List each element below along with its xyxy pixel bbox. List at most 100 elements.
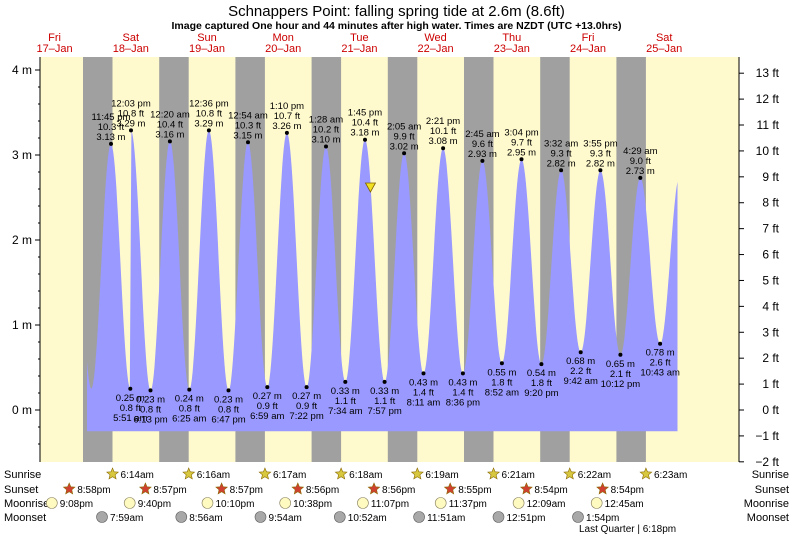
tide-m-label: 0.68 m — [566, 356, 595, 367]
day-date-label: 22–Jan — [418, 43, 454, 55]
moonset-time: 8:56am — [189, 513, 222, 524]
right-axis-tick-label: 12 ft — [756, 92, 780, 106]
chart-subtitle: Image captured One hour and 44 minutes a… — [172, 20, 622, 32]
tide-point — [246, 140, 250, 145]
tide-ft-label: 9.3 ft — [590, 148, 611, 159]
tide-time-label: 12:36 pm — [189, 98, 229, 109]
tide-m-label: 0.23 m — [214, 394, 243, 405]
tide-time-label: 2:45 am — [465, 129, 499, 140]
sunset-star-icon — [443, 482, 457, 495]
moonrise-time: 9:08pm — [60, 499, 93, 510]
tide-ft-label: 0.9 ft — [257, 401, 278, 412]
moonset-time: 11:51am — [427, 513, 465, 524]
tide-point — [441, 146, 446, 151]
tide-m-label: 3.29 m — [194, 118, 223, 129]
sunset-star-icon — [215, 482, 229, 495]
sunrise-time: 6:17am — [273, 470, 306, 481]
moonrise-time: 12:45am — [605, 499, 644, 510]
tide-ft-label: 1.4 ft — [452, 387, 473, 398]
tide-time-label: 11:45 pm — [92, 112, 131, 123]
tide-ft-label: 10.2 ft — [313, 125, 340, 136]
tide-m-label: 0.54 m — [527, 368, 556, 379]
tide-m-label: 3.15 m — [233, 130, 262, 141]
tide-ft-label: 10.1 ft — [430, 126, 457, 137]
right-axis-tick-label: 4 ft — [762, 299, 779, 313]
tide-point — [206, 128, 211, 133]
tide-ft-label: 0.8 ft — [120, 403, 141, 414]
right-axis-tick-label: 0 ft — [762, 403, 779, 417]
moonrise-time: 12:09am — [527, 499, 566, 510]
sunset-time: 8:56pm — [382, 485, 415, 496]
right-axis-tick-label: 7 ft — [762, 222, 779, 236]
day-name-label: Tue — [350, 32, 369, 44]
day-name-label: Fri — [582, 32, 595, 44]
sunrise-star-icon — [563, 467, 577, 480]
tide-point — [618, 352, 623, 357]
tide-ft-label: 10.8 ft — [118, 108, 145, 119]
tide-ft-label: 10.7 ft — [274, 111, 301, 122]
sunset-time: 8:55pm — [458, 485, 491, 496]
tide-time-label: 7:22 pm — [289, 411, 323, 422]
tide-ft-label: 0.8 ft — [218, 404, 239, 415]
tide-time-label: 7:57 pm — [367, 406, 401, 417]
tide-time-label: 1:45 pm — [348, 108, 382, 119]
day-date-label: 23–Jan — [494, 43, 530, 55]
tide-point — [363, 137, 367, 142]
tide-ft-label: 2.1 ft — [610, 369, 631, 380]
tide-ft-label: 1.1 ft — [374, 396, 395, 407]
tide-time-label: 4:29 am — [623, 146, 657, 157]
tide-m-label: 3.08 m — [429, 136, 458, 147]
tide-time-label: 7:34 am — [328, 406, 362, 417]
sunrise-star-icon — [334, 467, 348, 480]
tide-point — [499, 361, 504, 366]
day-name-label: Thu — [502, 32, 521, 44]
sunrise-star-icon — [182, 467, 196, 480]
tide-point — [284, 130, 289, 135]
tide-m-label: 3.18 m — [350, 128, 379, 139]
moonrise-icon — [201, 497, 214, 509]
right-axis-tick-label: 6 ft — [762, 248, 779, 262]
moonrise-time: 10:38pm — [293, 499, 332, 510]
tide-m-label: 0.43 m — [409, 377, 438, 388]
sunrise-time: 6:16am — [197, 470, 230, 481]
right-axis-tick-label: 13 ft — [756, 66, 780, 80]
astronomy-rows: Sunrise Sunrise Sunset Sunset Moonrise Moonri… — [4, 467, 789, 535]
sunrise-time: 6:14am — [121, 470, 154, 481]
tide-m-label: 3.29 m — [116, 118, 145, 129]
current-level-triangle — [364, 182, 377, 193]
tide-point — [343, 379, 348, 384]
tide-time-label: 3:55 pm — [583, 138, 617, 149]
moonset-time: 1:54pm — [586, 513, 619, 524]
moonset-icon — [333, 511, 346, 523]
moonset-icon — [254, 511, 267, 523]
tide-ft-label: 10.8 ft — [196, 108, 223, 119]
day-name-label: Mon — [272, 32, 293, 44]
day-name-label: Sun — [197, 32, 217, 44]
sunrise-time: 6:22am — [578, 470, 611, 481]
sunset-time: 8:54pm — [611, 485, 644, 496]
tide-point — [480, 158, 485, 163]
tide-m-label: 0.24 m — [175, 394, 204, 405]
left-axis-tick-label: 4 m — [12, 63, 32, 77]
moonrise-time: 11:07pm — [371, 499, 409, 510]
tide-ft-label: 0.8 ft — [140, 404, 161, 415]
sunrise-time: 6:19am — [425, 470, 458, 481]
tide-ft-label: 9.0 ft — [630, 156, 651, 167]
tide-point — [421, 371, 426, 376]
tide-point — [324, 144, 328, 149]
sunset-star-icon — [367, 482, 381, 495]
day-name-label: Fri — [48, 32, 61, 44]
right-axis-tick-label: 8 ft — [762, 196, 779, 210]
left-axis-tick-label: 0 m — [12, 403, 32, 417]
tide-time-label: 12:03 pm — [111, 98, 151, 109]
moonrise-time: 10:10pm — [215, 499, 254, 510]
sunrise-time: 6:21am — [502, 470, 535, 481]
day-date-label: 20–Jan — [265, 43, 301, 55]
tide-point — [519, 157, 524, 162]
day-name-label: Wed — [424, 32, 446, 44]
tide-point — [129, 128, 133, 133]
moon-phase-note: Last Quarter | 6:18pm — [579, 524, 676, 535]
tide-point — [658, 341, 663, 346]
tide-m-label: 2.82 m — [547, 158, 576, 169]
